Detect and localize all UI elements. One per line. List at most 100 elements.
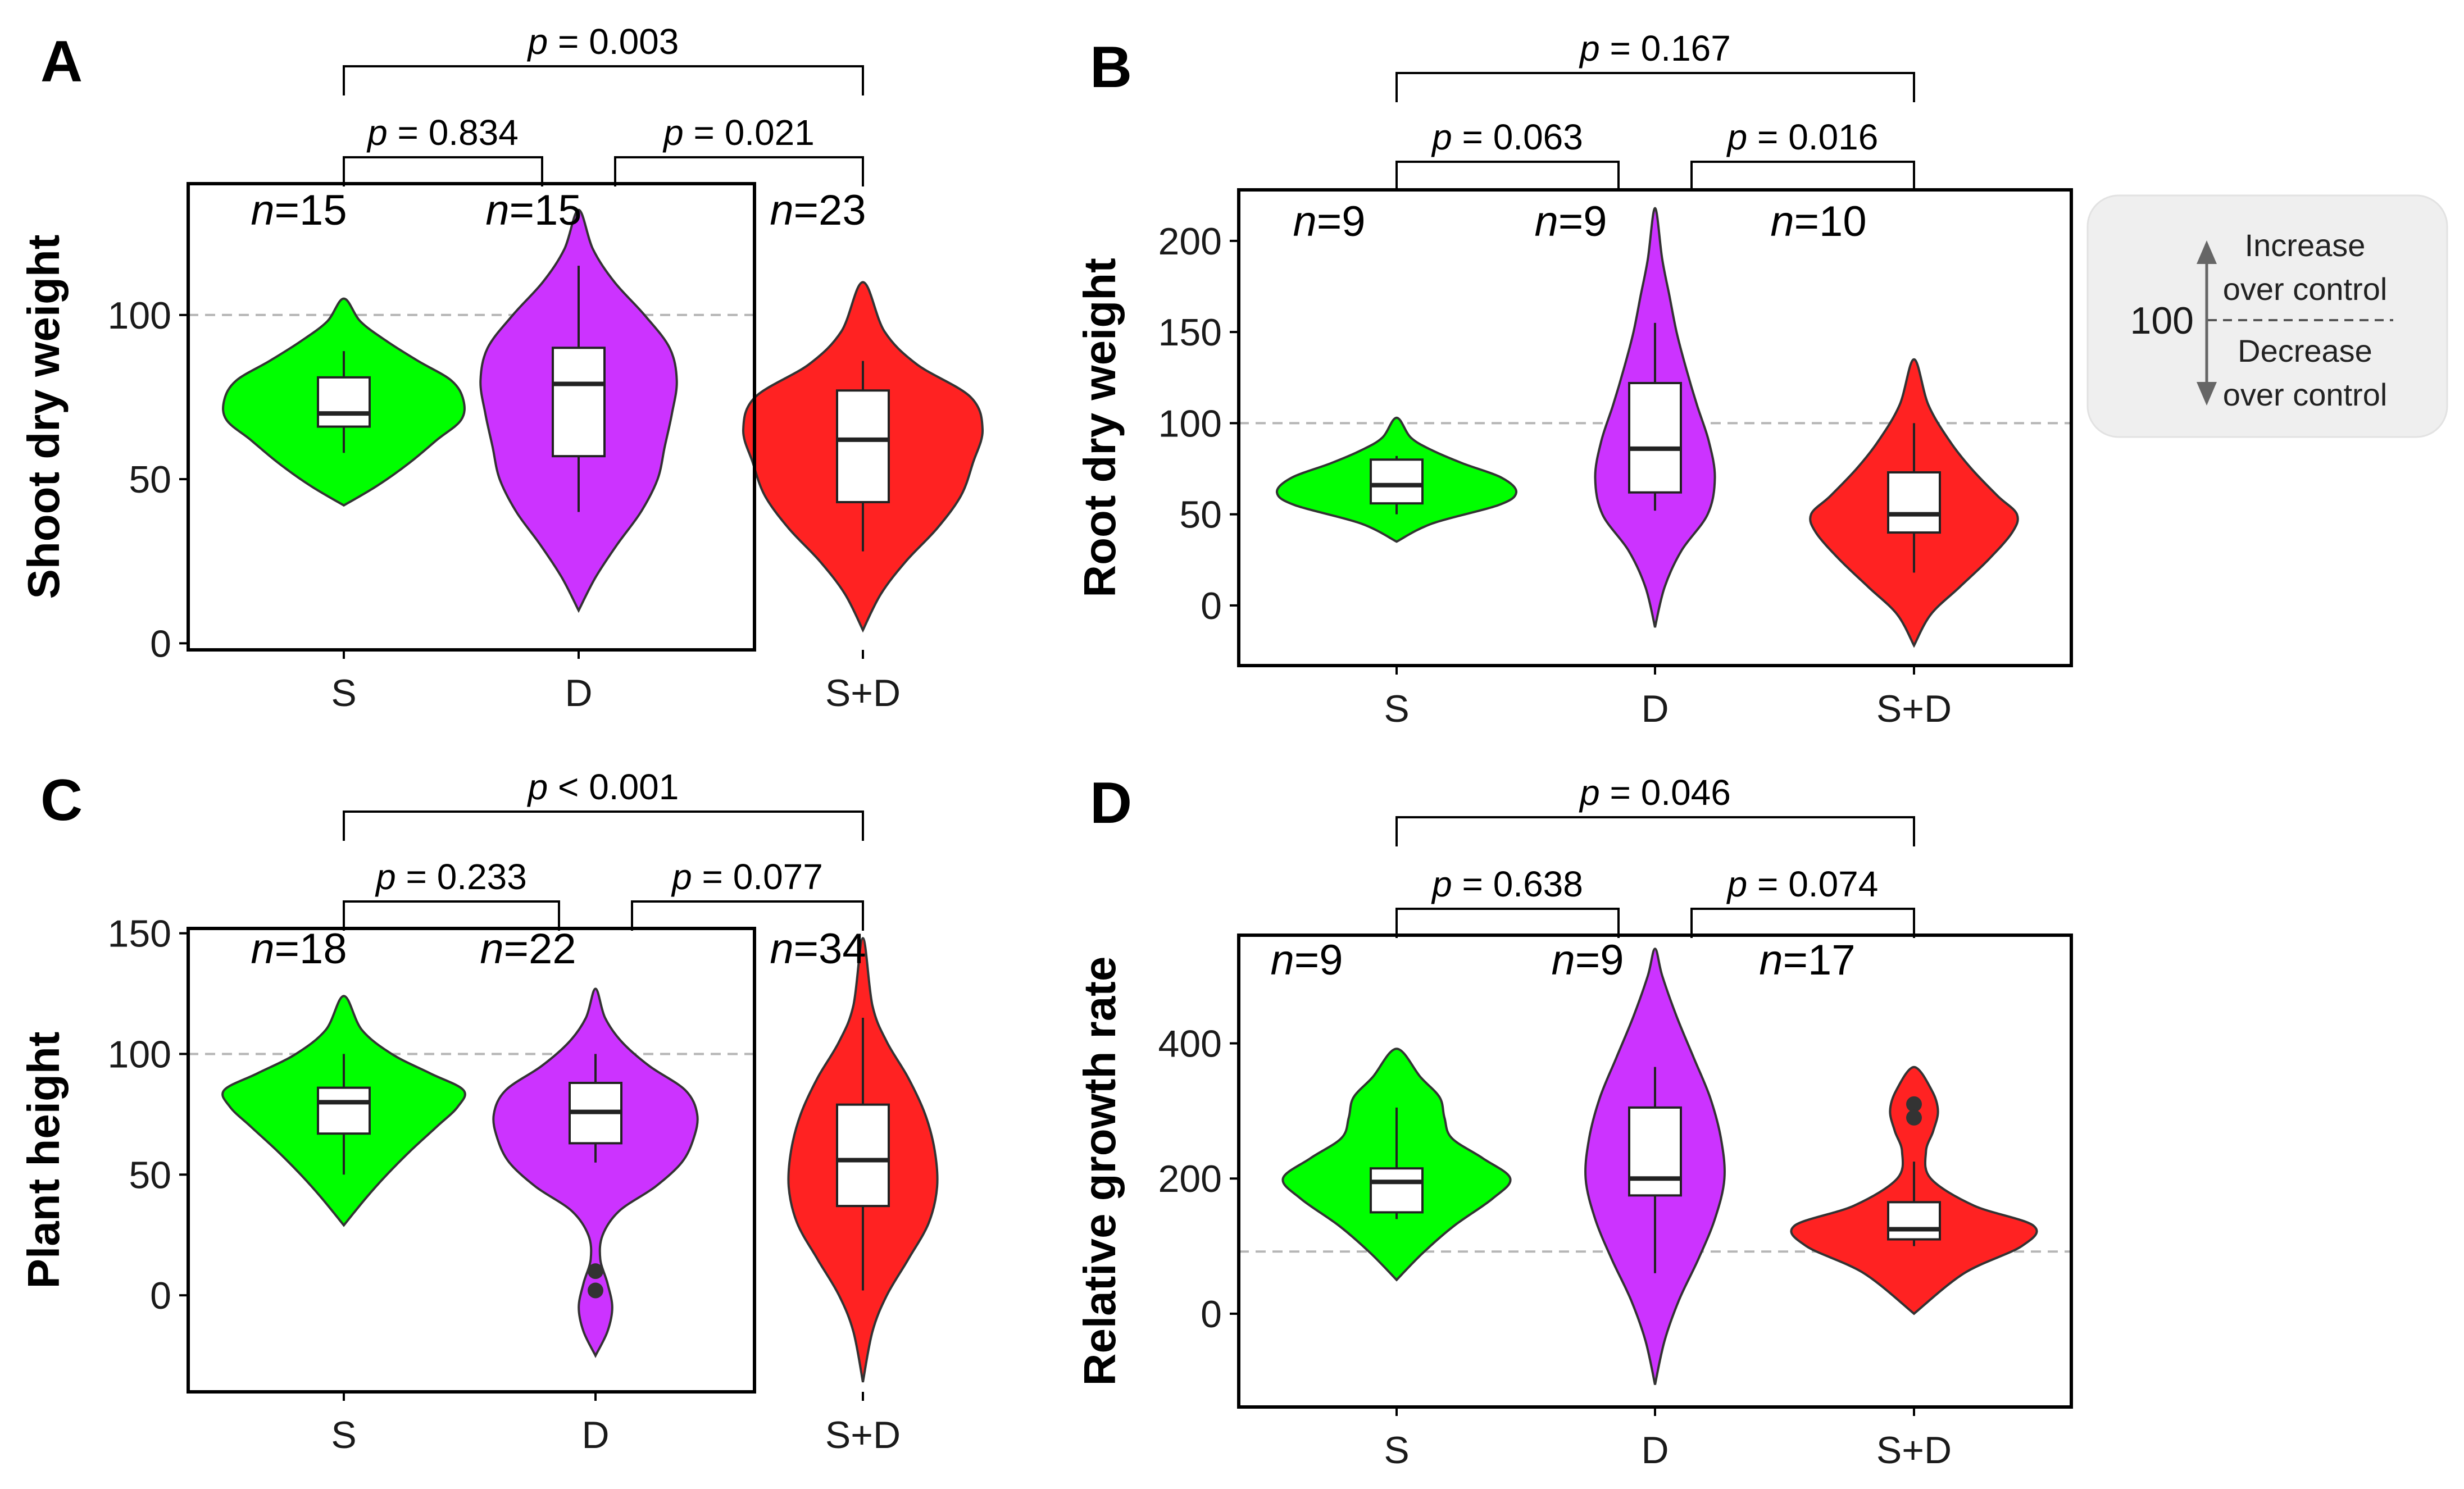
y-tick-label: 0 (1201, 585, 1222, 627)
n-symbol: n (485, 186, 509, 234)
outlier-point (1906, 1096, 1922, 1112)
y-tick-label: 100 (1158, 402, 1222, 445)
n-symbol: n (1535, 198, 1558, 245)
p-symbol: p (1579, 772, 1600, 813)
box (836, 1103, 890, 1208)
p-value-label: p = 0.167 (1579, 28, 1731, 69)
n-value: =9 (1294, 936, 1343, 984)
box (552, 347, 606, 458)
y-axis-label: Shoot dry weight (19, 235, 69, 599)
n-label: n=23 (770, 186, 866, 234)
n-value: =15 (275, 186, 347, 234)
arrow-down-icon (2197, 382, 2217, 406)
p-value-label: p < 0.001 (527, 767, 679, 807)
violin-D: n=9 (1535, 198, 1716, 628)
p-value-label: p = 0.077 (671, 857, 823, 897)
legend-reference-value: 100 (2130, 299, 2194, 342)
p-value-label: p = 0.233 (375, 857, 527, 897)
legend-increase-line2: over control (2223, 271, 2388, 307)
bracket-line (1395, 161, 1620, 191)
n-value: =18 (275, 925, 347, 973)
y-tick-label: 50 (1179, 494, 1222, 536)
y-axis-label: Plant height (19, 1032, 69, 1289)
bracket-line (614, 156, 864, 186)
p-value: = 0.167 (1600, 28, 1731, 69)
p-symbol: p (1726, 864, 1748, 904)
violin-S+D: n=34 (770, 925, 939, 1383)
significance-bracket: p = 0.063 (1395, 117, 1620, 191)
n-symbol: n (1759, 936, 1783, 984)
p-value-label: p = 0.003 (527, 21, 679, 62)
panel-letter: B (1090, 35, 1132, 100)
box (1887, 471, 1941, 534)
p-value: = 0.233 (396, 857, 527, 897)
p-value: < 0.001 (548, 767, 679, 807)
n-symbol: n (251, 925, 274, 973)
bracket-line (343, 156, 543, 186)
significance-bracket: p = 0.046 (1395, 772, 1915, 846)
y-tick-label: 0 (150, 1274, 171, 1317)
x-tick-label: S (1384, 1429, 1409, 1472)
x-tick-label: D (1641, 687, 1669, 730)
n-label: n=22 (480, 925, 576, 973)
p-symbol: p (1579, 28, 1600, 69)
box (836, 389, 890, 503)
outlier-point (588, 1263, 603, 1279)
x-tick-label: S+D (1876, 1429, 1952, 1472)
n-value: =17 (1783, 936, 1856, 984)
significance-bracket: p = 0.167 (1395, 28, 1915, 102)
y-tick-label: 50 (129, 1154, 171, 1196)
legend-increase-line1: Increase (2245, 227, 2366, 263)
p-value: = 0.077 (692, 857, 823, 897)
panel-letter: C (40, 768, 83, 833)
y-tick-label: 200 (1158, 1158, 1222, 1200)
y-tick-label: 100 (108, 1033, 171, 1076)
bracket-line (1395, 908, 1620, 938)
y-tick-label: 0 (150, 622, 171, 665)
p-value: = 0.003 (548, 21, 679, 62)
n-label: n=18 (251, 925, 347, 973)
significance-bracket: p = 0.003 (343, 21, 864, 95)
p-value-label: p = 0.638 (1431, 864, 1583, 904)
n-value: =9 (1558, 198, 1607, 245)
p-value: = 0.638 (1452, 864, 1583, 904)
p-value-label: p = 0.834 (366, 112, 519, 153)
arrow-up-icon (2197, 240, 2217, 264)
violin-S: n=15 (222, 186, 466, 507)
violin-S+D: n=10 (1770, 198, 2019, 648)
y-tick-label: 100 (108, 294, 171, 337)
violin-D: n=15 (479, 186, 678, 613)
p-symbol: p (671, 857, 692, 897)
p-symbol: p (662, 112, 684, 153)
significance-bracket: p = 0.021 (614, 112, 864, 186)
p-value-label: p = 0.074 (1726, 864, 1879, 904)
y-tick-label: 50 (129, 458, 171, 501)
p-value-label: p = 0.046 (1579, 772, 1731, 813)
n-symbol: n (1271, 936, 1294, 984)
x-tick-label: D (565, 672, 592, 714)
violin-S: n=18 (221, 925, 466, 1227)
n-value: =9 (1317, 198, 1366, 245)
n-symbol: n (1552, 936, 1575, 984)
violin-S: n=9 (1271, 936, 1512, 1282)
violin-S+D: n=17 (1759, 936, 2038, 1315)
p-value: = 0.063 (1452, 117, 1583, 157)
y-tick-label: 200 (1158, 220, 1222, 263)
violin-S: n=9 (1275, 198, 1518, 543)
plot-frame (187, 927, 756, 1394)
p-symbol: p (366, 112, 388, 153)
x-tick-label: S (1384, 687, 1409, 730)
plot-frame (187, 182, 756, 652)
n-symbol: n (770, 925, 793, 973)
n-symbol: n (1293, 198, 1317, 245)
box (1628, 1106, 1682, 1197)
n-symbol: n (770, 186, 793, 234)
violin-D: n=9 (1552, 936, 1726, 1385)
significance-bracket: p = 0.074 (1690, 864, 1915, 938)
box (1370, 458, 1424, 505)
n-label: n=15 (251, 186, 347, 234)
